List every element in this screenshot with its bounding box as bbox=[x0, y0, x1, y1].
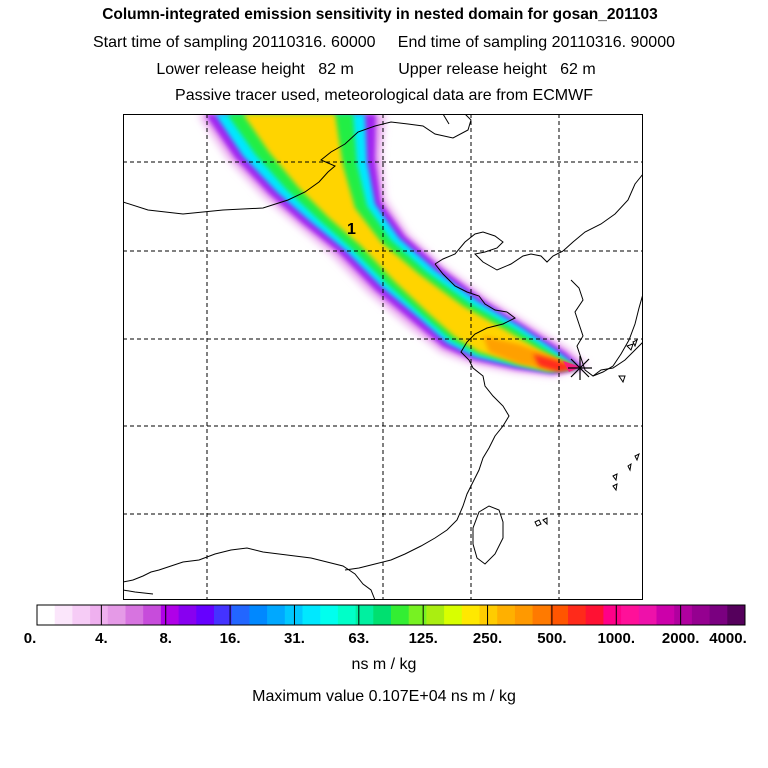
colorbar-cell bbox=[54, 605, 73, 625]
colorbar-cell bbox=[709, 605, 728, 625]
colorbar-cell bbox=[656, 605, 675, 625]
colorbar-cell bbox=[426, 605, 445, 625]
maximum-value-text: Maximum value 0.107E+04 ns m / kg bbox=[252, 688, 516, 705]
colorbar-cell bbox=[214, 605, 233, 625]
sensitivity-map: 1 bbox=[123, 114, 643, 600]
colorbar-cell bbox=[284, 605, 303, 625]
colorbar-tick-label: 31. bbox=[284, 630, 305, 647]
sampling-time-line: Start time of sampling 20110316. 60000 E… bbox=[92, 34, 675, 51]
colorbar-cell bbox=[231, 605, 250, 625]
plume-label: 1 bbox=[347, 221, 356, 238]
colorbar-cell bbox=[408, 605, 427, 625]
colorbar-cell bbox=[497, 605, 516, 625]
colorbar-cell bbox=[461, 605, 480, 625]
map-frame bbox=[123, 114, 643, 600]
colorbar-cell bbox=[107, 605, 126, 625]
colorbar-cell bbox=[178, 605, 197, 625]
sensitivity-plume bbox=[198, 114, 588, 376]
colorbar-cell bbox=[638, 605, 657, 625]
colorbar-cell bbox=[674, 605, 693, 625]
asterisk-icon bbox=[568, 356, 592, 380]
colorbar-cells bbox=[37, 605, 746, 625]
colorbar-cell bbox=[479, 605, 498, 625]
colorbar-frame bbox=[36, 604, 746, 626]
colorbar-cell bbox=[90, 605, 109, 625]
colorbar-cell bbox=[550, 605, 569, 625]
colorbar-cell bbox=[196, 605, 215, 625]
colorbar-tick-label: 4000. bbox=[709, 630, 747, 647]
colorbar-cell bbox=[532, 605, 551, 625]
colorbar-tick-label: 125. bbox=[408, 630, 438, 647]
colorbar-tick-label: 8. bbox=[159, 630, 172, 647]
colorbar-cell bbox=[691, 605, 711, 625]
colorbar-tick-label: 16. bbox=[219, 630, 241, 647]
colorbar-cell bbox=[585, 605, 604, 625]
colorbar-tick-label: 500. bbox=[537, 630, 567, 647]
colorbar-cell bbox=[727, 605, 746, 625]
plume-layer-yellow bbox=[243, 114, 571, 370]
tracer-info-line: Passive tracer used, meteorological data… bbox=[175, 87, 593, 104]
colorbar-tick-label: 250. bbox=[472, 630, 503, 647]
colorbar-cell bbox=[143, 605, 162, 625]
colorbar-cell bbox=[621, 605, 640, 625]
plume-core-magenta bbox=[563, 361, 581, 372]
colorbar-tick-label: 2000. bbox=[661, 630, 700, 647]
colorbar-cell bbox=[267, 605, 286, 625]
colorbar bbox=[0, 600, 768, 660]
colorbar-cell bbox=[302, 605, 321, 625]
colorbar-cell bbox=[391, 605, 410, 625]
colorbar-cell bbox=[444, 605, 463, 625]
colorbar-cell bbox=[568, 605, 587, 625]
colorbar-tick-label: 1000. bbox=[597, 630, 636, 647]
map-title: Column-integrated emission sensitivity i… bbox=[102, 6, 658, 23]
colorbar-tick-label: 0. bbox=[23, 630, 37, 647]
colorbar-cell bbox=[514, 605, 534, 625]
colorbar-cell bbox=[72, 605, 91, 625]
coastlines bbox=[123, 114, 643, 600]
colorbar-cell bbox=[603, 605, 622, 625]
colorbar-separators bbox=[36, 604, 746, 626]
colorbar-cell bbox=[337, 605, 357, 625]
colorbar-tick-label: 4. bbox=[95, 630, 108, 647]
colorbar-cell bbox=[355, 605, 374, 625]
colorbar-cell bbox=[373, 605, 392, 625]
release-height-line: Lower release height 82 m Upper release … bbox=[156, 61, 596, 78]
colorbar-cell bbox=[125, 605, 144, 625]
colorbar-units: ns m / kg bbox=[351, 656, 417, 673]
colorbar-tick-label: 63. bbox=[348, 630, 370, 647]
colorbar-cell bbox=[37, 605, 56, 625]
lat-lon-grid bbox=[123, 114, 643, 600]
colorbar-cell bbox=[160, 605, 180, 625]
colorbar-cell bbox=[249, 605, 268, 625]
colorbar-cell bbox=[320, 605, 339, 625]
